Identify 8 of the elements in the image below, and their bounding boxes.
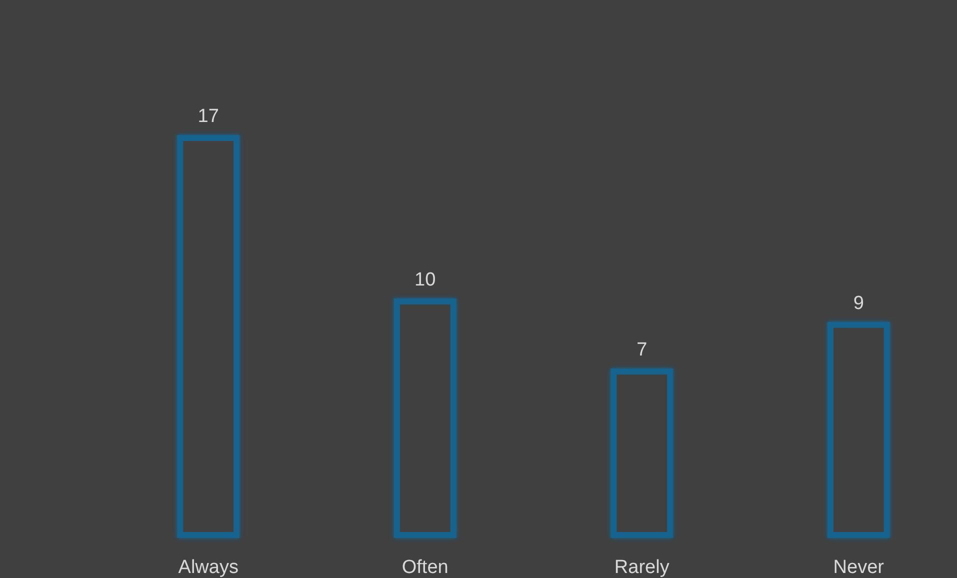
data-label: 9 — [853, 292, 864, 314]
data-label: 17 — [198, 106, 219, 127]
x-tick-label: Always — [178, 557, 238, 578]
data-label: 10 — [414, 269, 436, 290]
data-label: 7 — [636, 340, 648, 361]
x-tick-label: Rarely — [614, 557, 670, 578]
x-tick-label: Never — [833, 557, 885, 578]
x-tick-label: Often — [402, 557, 448, 578]
